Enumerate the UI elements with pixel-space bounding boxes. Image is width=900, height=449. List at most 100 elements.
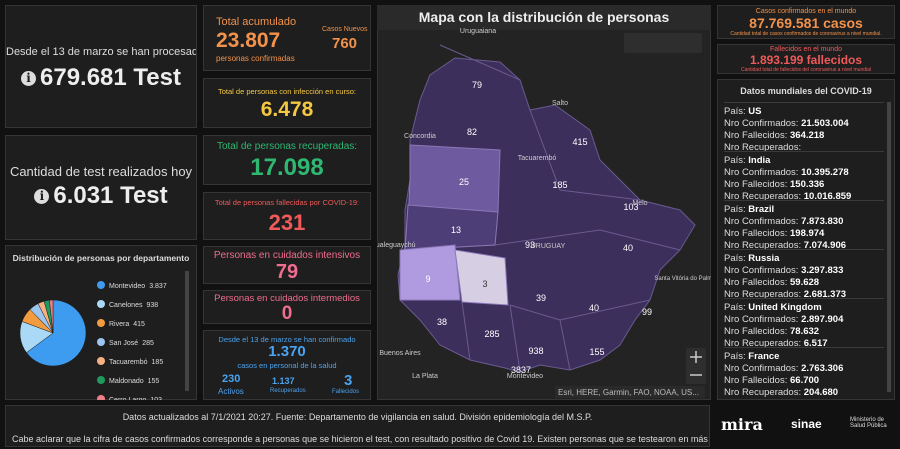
logo-sinae: sinae (791, 417, 822, 431)
entry-line: Nro Fallecidos: 198.974 (724, 228, 884, 240)
field-value: 364.218 (790, 130, 825, 141)
deaths-panel: Total de personas fallecidas por COVID-1… (203, 192, 371, 240)
pie-chart: Montevideo 3.837 Canelones 938 Rivera 415 San … (19, 281, 167, 400)
legend-swatch (97, 338, 105, 346)
field-label: Nro Recuperados: (724, 289, 802, 300)
legend-swatch (97, 281, 105, 289)
world-deaths-panel: Fallecidos en el mundo 1.893.199 falleci… (717, 44, 895, 74)
field-label: País: (724, 253, 746, 264)
field-label: Nro Fallecidos: (724, 375, 788, 386)
deaths-label: Fallecidos (332, 389, 360, 395)
scrollbar[interactable] (887, 102, 891, 392)
field-label: Nro Fallecidos: (724, 179, 788, 190)
legend-category: Tacuarembó (109, 359, 148, 366)
new-label: Casos Nuevos (322, 26, 368, 33)
entry-line: País: United Kingdom (724, 302, 884, 314)
legend-swatch (97, 319, 105, 327)
field-value: 78.632 (790, 326, 820, 337)
countries-panel: Datos mundiales del COVID-19 País: US Nro… (717, 79, 895, 400)
entry-line: Nro Recuperados: 204.680 (724, 387, 884, 399)
department-count: 25 (459, 177, 469, 187)
department-count: 185 (552, 180, 567, 190)
legend-swatch (97, 376, 105, 384)
footer-line: Cabe aclarar que la cifra de casos confi… (12, 434, 708, 444)
legend-value: 103 (150, 397, 162, 400)
place-label: Tacuarembó (518, 155, 557, 162)
note: Cantidad total de casos confirmados de c… (730, 31, 882, 37)
country-entry: País: France Nro Confirmados: 2.763.306 Nr… (724, 347, 884, 399)
region (454, 249, 509, 306)
value: 79 (275, 261, 299, 283)
map[interactable]: Mapa con la distribución de personas Esr… (377, 5, 711, 400)
sub: casos en personal de la salud (237, 361, 337, 370)
label: Personas en cuidados intensivos (213, 250, 361, 261)
department-count: 99 (642, 307, 652, 317)
department-count: 285 (484, 329, 499, 339)
health-staff-panel: Desde el 13 de marzo se han confirmado 1… (203, 330, 371, 400)
sub: personas confirmadas (216, 54, 295, 63)
legend-label: San José 285 (109, 340, 154, 347)
field-label: Nro Fallecidos: (724, 130, 788, 141)
place-label: La Plata (412, 373, 438, 380)
map-title-bar (377, 5, 711, 30)
place-label: Montevideo (507, 373, 543, 380)
field-label: Nro Recuperados: (724, 387, 802, 398)
value: 0 (281, 303, 293, 324)
pie-title: Distribución de personas por departament… (12, 253, 190, 263)
entry-line: Nro Confirmados: 2.763.306 (724, 363, 884, 375)
department-count: 40 (623, 243, 633, 253)
department-count: 40 (589, 303, 599, 313)
region (399, 244, 461, 301)
value: 679.681 Test (40, 64, 181, 91)
department-count: 3837 (511, 365, 531, 375)
legend-category: Rivera (109, 321, 129, 328)
field-label: Nro Confirmados: (724, 314, 799, 325)
legend-label: Maldonado 155 (109, 378, 159, 385)
label: Total acumulado (216, 16, 297, 28)
field-value: United Kingdom (748, 302, 822, 313)
field-value: 7.873.830 (801, 216, 844, 227)
field-label: País: (724, 155, 746, 166)
deaths-value: 3 (344, 372, 353, 389)
legend-value: 415 (133, 321, 145, 328)
active-panel: Total de personas con infección en curso… (203, 78, 371, 128)
legend-value: 185 (152, 359, 164, 366)
department-count: 3 (482, 279, 487, 289)
legend-label: Rivera 415 (109, 321, 145, 328)
countries-title: Datos mundiales del COVID-19 (740, 86, 872, 96)
value: 23.807 (216, 29, 281, 52)
place-label: Santa Vitória do Palmar (654, 276, 711, 282)
entry-line: Nro Fallecidos: 66.700 (724, 375, 884, 387)
active-label: Activos (218, 387, 244, 396)
pie-slice (26, 299, 87, 367)
department-count: 9 (425, 274, 430, 284)
field-value: 198.974 (790, 228, 825, 239)
footer-line: Datos actualizados al 7/1/2021 20:27. Fu… (122, 412, 593, 422)
value: 6.478 (260, 98, 314, 121)
entry-line: País: Russia (724, 253, 884, 265)
entry-line: Nro Confirmados: 2.897.904 (724, 314, 884, 326)
world-cases-panel: Casos confirmados en el mundo 87.769.581… (717, 5, 895, 39)
field-label: Nro Confirmados: (724, 216, 799, 227)
legend-swatch (97, 357, 105, 365)
department-count: 39 (536, 293, 546, 303)
map-toolbar[interactable] (624, 33, 702, 53)
field-label: Nro Confirmados: (724, 265, 799, 276)
label: Personas en cuidados intermedios (214, 293, 360, 304)
entry-line: Nro Recuperados: 6.517 (724, 338, 884, 350)
department-count: 38 (437, 317, 447, 327)
entry-line: Nro Confirmados: 7.873.830 (724, 216, 884, 228)
field-label: Nro Fallecidos: (724, 277, 788, 288)
entry-line: Nro Fallecidos: 78.632 (724, 326, 884, 338)
country-entry: País: United Kingdom Nro Confirmados: 2.8… (724, 298, 884, 351)
entry-line: Nro Fallecidos: 59.628 (724, 277, 884, 289)
scrollbar[interactable] (185, 271, 189, 391)
label: Total de personas con infección en curso… (218, 87, 356, 96)
entry-line: Nro Fallecidos: 150.336 (724, 179, 884, 191)
department-count: 82 (467, 127, 477, 137)
place-label: Salto (552, 100, 568, 107)
field-value: 6.517 (803, 338, 828, 349)
place-label: Melo (632, 200, 647, 207)
legend-label: Cerro Largo 103 (109, 397, 162, 400)
legend-label: Tacuarembó 185 (109, 359, 163, 366)
